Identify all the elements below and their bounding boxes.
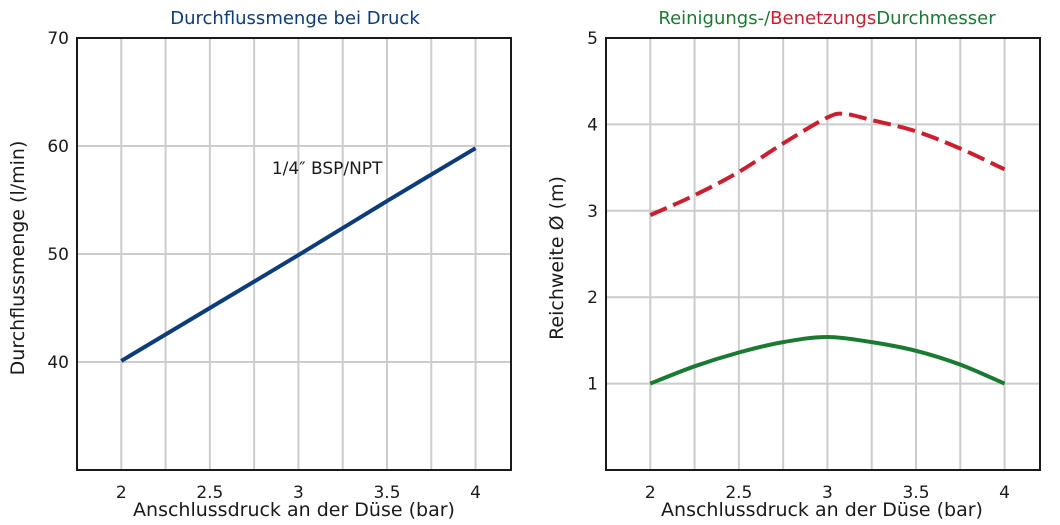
flow-chart-annotation: 1/4″ BSP/NPT xyxy=(272,159,383,179)
diameter-chart-ytick-label: 3 xyxy=(587,202,598,222)
diameter-chart-ytick-label: 1 xyxy=(587,375,598,395)
flow-chart: 2 2.5 3 3.5 4 40 50 60 70 Durchflussmenge bei Dr… xyxy=(7,8,512,521)
flow-chart-title: Durchflussmenge bei Druck xyxy=(170,8,420,29)
diameter-chart-xtick-label: 4 xyxy=(999,483,1010,503)
flow-chart-series xyxy=(120,146,477,363)
flow-chart-series-line-0 xyxy=(120,146,477,363)
diameter-chart-grid xyxy=(606,38,1040,470)
diameter-chart-ticks: 2 2.5 3 3.5 4 1 2 3 4 5 xyxy=(587,29,1010,503)
flow-chart-ytick-label: 40 xyxy=(47,353,69,373)
diameter-chart-ylabel: Reichweite Ø (m) xyxy=(546,176,568,340)
diameter-chart-xtick-label: 3 xyxy=(822,483,833,503)
diameter-chart-title-part-cleaning: Reinigungs-/ xyxy=(658,8,771,29)
flow-chart-grid xyxy=(77,38,511,470)
diameter-chart-title-part-diameter: Durchmesser xyxy=(876,8,996,29)
diameter-chart-xtick-label: 2.5 xyxy=(725,483,752,503)
flow-chart-xtick-label: 3 xyxy=(293,483,304,503)
diameter-chart-title-part-wetting: Benetzungs xyxy=(770,8,876,29)
diameter-chart-xtick-label: 2 xyxy=(645,483,656,503)
diameter-chart-series-line-1 xyxy=(649,334,1006,386)
diameter-chart-ytick-label: 5 xyxy=(587,29,598,49)
diameter-chart-frame xyxy=(605,37,1041,471)
flow-chart-xtick-label: 2 xyxy=(116,483,127,503)
diameter-chart-xlabel: Anschlussdruck an der Düse (bar) xyxy=(661,499,983,521)
diameter-chart-xtick-label: 3.5 xyxy=(902,483,929,503)
flow-chart-ticks: 2 2.5 3 3.5 4 40 50 60 70 xyxy=(47,29,481,503)
flow-chart-ytick-label: 60 xyxy=(47,137,69,157)
flow-chart-frame xyxy=(76,37,512,471)
flow-chart-xlabel: Anschlussdruck an der Düse (bar) xyxy=(133,499,455,521)
flow-chart-ytick-label: 70 xyxy=(47,29,69,49)
diameter-chart-series xyxy=(649,111,1006,386)
diameter-chart: 2 2.5 3 3.5 4 1 2 3 4 5 Reinigungs-/BenetzungsDur… xyxy=(546,8,1041,521)
flow-chart-xtick-label: 4 xyxy=(470,483,481,503)
flow-chart-xtick-label: 2.5 xyxy=(196,483,223,503)
flow-chart-xtick-label: 3.5 xyxy=(373,483,400,503)
diameter-chart-ytick-label: 4 xyxy=(587,115,598,135)
flow-chart-ylabel: Durchflussmenge (l/min) xyxy=(7,141,29,376)
diameter-chart-series-line-0 xyxy=(649,111,1006,217)
flow-chart-ytick-label: 50 xyxy=(47,245,69,265)
diameter-chart-ytick-label: 2 xyxy=(587,288,598,308)
diameter-chart-title: Reinigungs-/BenetzungsDurchmesser xyxy=(658,8,996,29)
